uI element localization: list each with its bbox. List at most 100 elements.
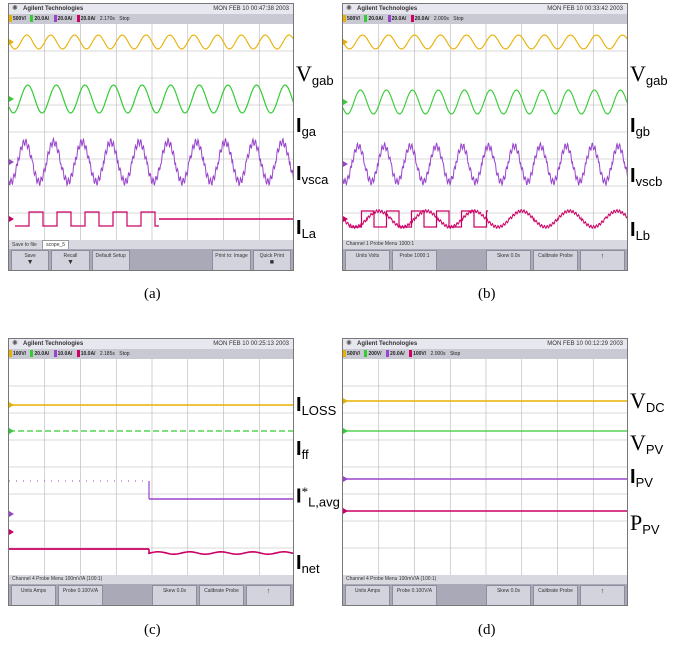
ch3-marker xyxy=(343,161,348,167)
vgab-trace xyxy=(343,34,627,50)
waveform-display xyxy=(343,24,627,240)
blank-softkey xyxy=(439,585,484,605)
caption-d: (d) xyxy=(478,622,496,638)
ch1-scale: 500V/ xyxy=(347,16,361,22)
status-bar: Channel 1 Probe Menu 1000:1 xyxy=(343,240,627,249)
ch4-marker xyxy=(343,216,348,222)
ch3-scale: 20.0A/ xyxy=(389,351,405,357)
trace-labels: Vgab Igb Ivscb ILb xyxy=(630,3,678,271)
brand-name: Agilent Technologies xyxy=(23,341,84,347)
ch3-marker xyxy=(343,476,348,482)
softkey-row: Units Volts Probe 1000:1 Skew 0.0s Calib… xyxy=(343,249,627,270)
trigger-status: Stop xyxy=(453,16,464,22)
ch3-scale: 20.0A/ xyxy=(57,16,73,22)
timebase: 2.000s xyxy=(433,16,449,22)
channel-bar: 500V/ 200V/ 20.0A/ 100V/ 2.000s Stop xyxy=(343,349,627,359)
print-to-softkey[interactable]: Print to: Image xyxy=(212,250,251,270)
skew-softkey[interactable]: Skew 0.0s xyxy=(486,585,531,605)
channel-bar: 500V/ 20.0A/ 20.0A/ 20.0A/ 2.000s Stop xyxy=(343,14,627,24)
probe-softkey[interactable]: Probe 1000:1 xyxy=(392,250,437,270)
datetime: MON FEB 10 00:47:38 2003 xyxy=(213,6,289,12)
ch4-scale: 20.0A/ xyxy=(414,16,430,22)
save-softkey[interactable]: Save ▼ xyxy=(11,250,50,270)
trace-label-vscb: Ivscb xyxy=(630,165,663,190)
ch2-marker xyxy=(9,96,14,102)
probe-softkey[interactable]: Probe 0.100V/A xyxy=(392,585,437,605)
brand-name: Agilent Technologies xyxy=(23,6,84,12)
trace-labels: ILOSS Iff I*L,avg Inet xyxy=(296,338,344,606)
status-label: Channel 4 Probe Menu 100mV/A (100:1) xyxy=(346,576,437,582)
waveform-display xyxy=(9,24,293,240)
status-label: Save to file xyxy=(12,242,37,248)
units-softkey[interactable]: Units Amps xyxy=(345,585,390,605)
ch4-scale: 10.0A/ xyxy=(80,351,96,357)
trace-label-loss: ILOSS xyxy=(296,394,337,419)
calibrate-probe-softkey[interactable]: Calibrate Probe xyxy=(533,250,578,270)
timebase: 2.185s xyxy=(99,351,115,357)
ch1-marker xyxy=(9,39,14,45)
up-arrow-icon[interactable]: ↑ xyxy=(580,585,625,605)
oscilloscope-screen: ✺ Agilent Technologies MON FEB 10 00:33:… xyxy=(342,3,628,271)
skew-softkey[interactable]: Skew 0.0s xyxy=(152,585,197,605)
title-bar: ✺ Agilent Technologies MON FEB 10 00:47:… xyxy=(9,4,293,14)
recall-softkey[interactable]: Recall ▼ xyxy=(51,250,90,270)
panel-b: ✺ Agilent Technologies MON FEB 10 00:33:… xyxy=(342,3,668,271)
trace-label-ff: Iff xyxy=(296,438,309,463)
calibrate-probe-softkey[interactable]: Calibrate Probe xyxy=(199,585,244,605)
datetime: MON FEB 10 00:25:13 2003 xyxy=(213,341,289,347)
panel-a: ✺ Agilent Technologies MON FEB 10 00:47:… xyxy=(8,3,334,271)
ch2-marker xyxy=(343,99,348,105)
waveform-svg xyxy=(343,359,627,575)
caption-c: (c) xyxy=(144,622,161,638)
blank-softkey xyxy=(105,585,150,605)
ch1-scale: 100V/ xyxy=(13,351,27,357)
trace-label-gb: Igb xyxy=(630,115,651,140)
agilent-logo-icon: ✺ xyxy=(12,340,18,347)
skew-softkey[interactable]: Skew 0.0s xyxy=(486,250,531,270)
up-arrow-icon[interactable]: ↑ xyxy=(580,250,625,270)
ch1-marker xyxy=(343,39,348,45)
brand-name: Agilent Technologies xyxy=(357,6,418,12)
oscilloscope-screen: ✺ Agilent Technologies MON FEB 10 00:25:… xyxy=(8,338,294,606)
calibrate-probe-softkey[interactable]: Calibrate Probe xyxy=(533,585,578,605)
ch2-scale: 20.0A/ xyxy=(34,16,50,22)
trigger-status: Stop xyxy=(119,16,130,22)
trigger-status: Stop xyxy=(119,351,130,357)
oscilloscope-screen: ✺ Agilent Technologies MON FEB 10 00:47:… xyxy=(8,3,294,271)
status-label: Channel 4 Probe Menu 100mV/A (100:1) xyxy=(12,576,103,582)
caption-a: (a) xyxy=(144,286,161,302)
trace-labels: VDC VPV IPV PPV xyxy=(630,338,678,606)
up-arrow-icon[interactable]: ↑ xyxy=(246,585,291,605)
ch3-marker xyxy=(9,511,14,517)
filename-field[interactable]: scope_5 xyxy=(42,240,70,249)
blank-softkey xyxy=(172,250,211,270)
default-setup-softkey[interactable]: Default Setup xyxy=(91,250,130,270)
trigger-status: Stop xyxy=(449,351,461,357)
probe-softkey[interactable]: Probe 0.100V/A xyxy=(58,585,103,605)
softkey-row: Save ▼ Recall ▼ Default Setup Print to: Im… xyxy=(9,249,293,270)
waveform-svg xyxy=(343,24,627,240)
ilb-trace xyxy=(343,208,627,230)
ch3-scale: 20.0A/ xyxy=(391,16,407,22)
status-bar: Channel 4 Probe Menu 100mV/A (100:1) xyxy=(343,575,627,584)
units-softkey[interactable]: Units Amps xyxy=(11,585,56,605)
ivscb-trace xyxy=(343,141,627,187)
quick-print-softkey[interactable]: Quick Print ■ xyxy=(252,250,291,270)
channel-bar: 500V/ 20.0A/ 20.0A/ 20.0A/ 2.170s Stop xyxy=(9,14,293,24)
trace-label-dc: VDC xyxy=(630,388,665,416)
inet-trace xyxy=(148,549,293,556)
trace-label-lb: ILb xyxy=(630,219,651,244)
ch1-scale: 500V/ xyxy=(347,351,361,357)
ch4-scale: 100V/ xyxy=(413,351,427,357)
ila-trace xyxy=(15,211,159,227)
waveform-display xyxy=(9,359,293,575)
ch2-scale: 20.0A/ xyxy=(34,351,50,357)
units-softkey[interactable]: Units Volts xyxy=(345,250,390,270)
panel-c: ✺ Agilent Technologies MON FEB 10 00:25:… xyxy=(8,338,340,606)
panel-d: ✺ Agilent Technologies MON FEB 10 00:12:… xyxy=(342,338,665,606)
waveform-display xyxy=(343,359,627,575)
trace-label-pv: PPV xyxy=(630,510,660,538)
ch4-marker xyxy=(9,529,14,535)
status-bar: Channel 4 Probe Menu 100mV/A (100:1) xyxy=(9,575,293,584)
status-bar: Save to file scope_5 xyxy=(9,240,293,249)
